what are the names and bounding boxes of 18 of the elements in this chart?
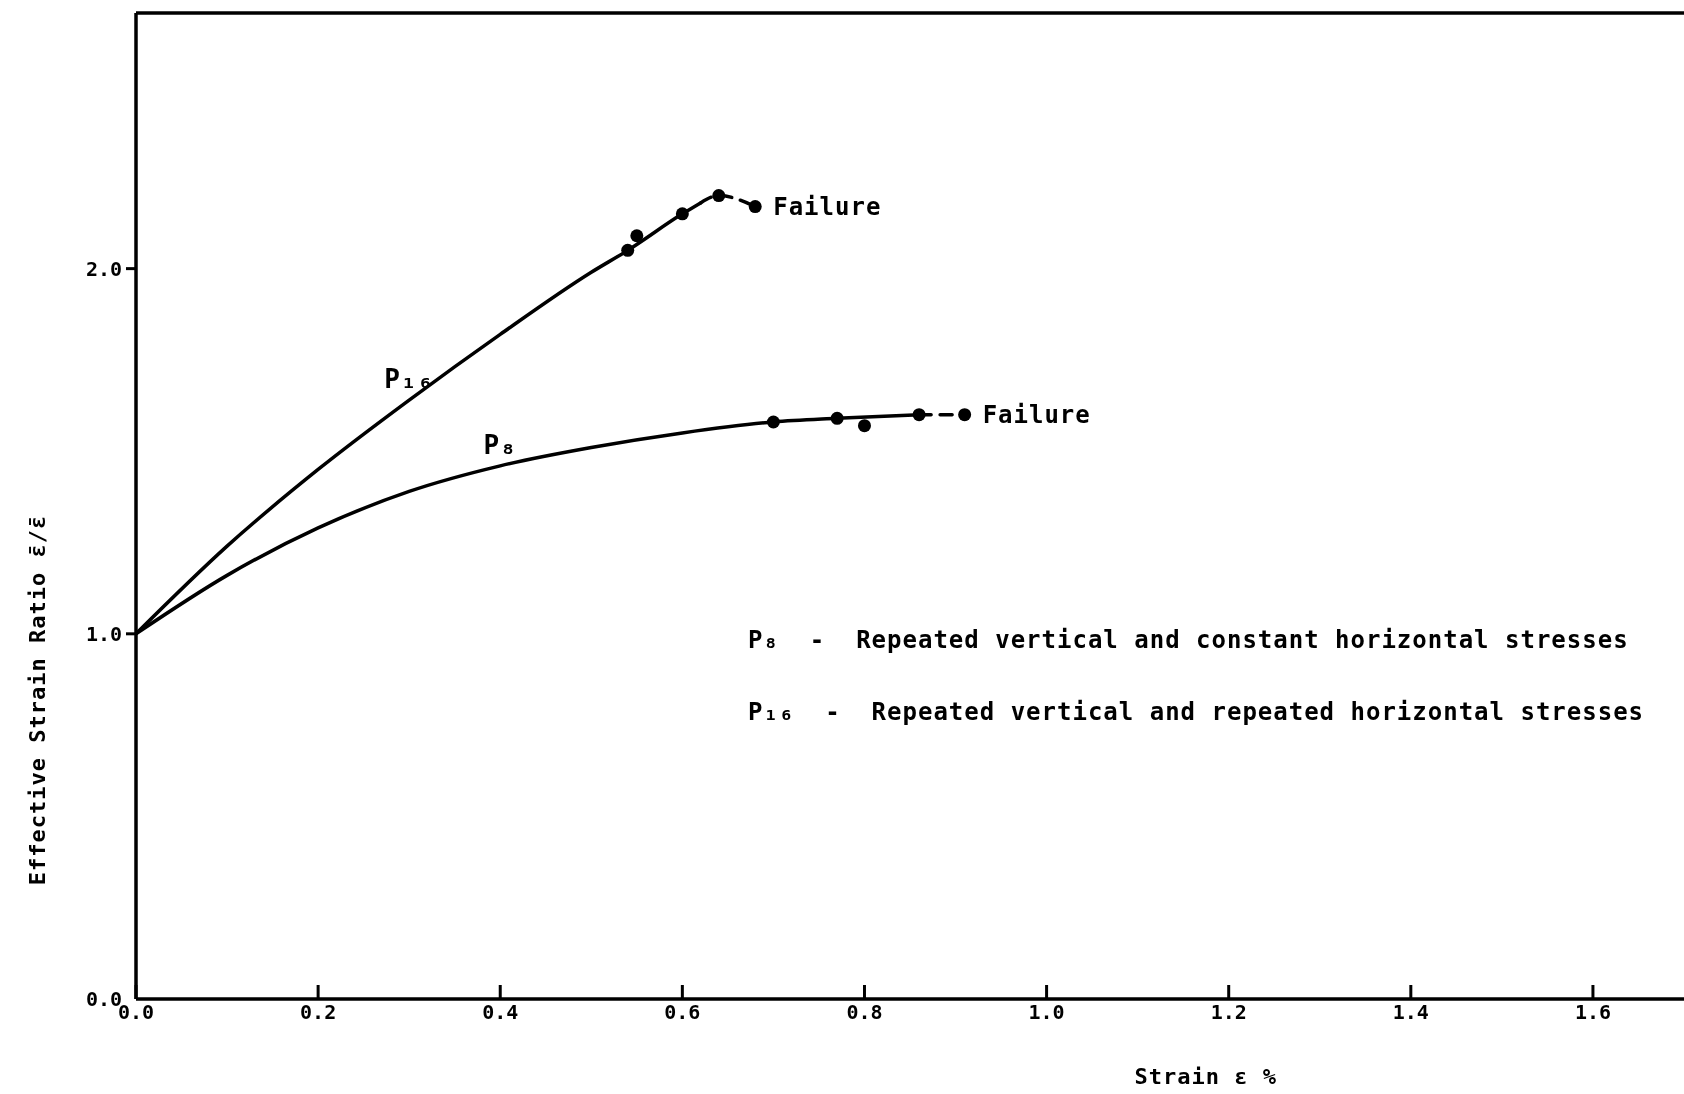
annotation: P₈ - Repeated vertical and constant horizontal stresses: [748, 626, 1629, 654]
x-tick-label: 0.8: [846, 1000, 883, 1025]
x-tick-label: 0.4: [482, 1000, 519, 1025]
annotation: P₁₆ - Repeated vertical and repeated horizontal stresses: [748, 698, 1645, 726]
annotation: Failure: [982, 400, 1091, 429]
series-label: P₁₆: [384, 364, 435, 395]
series-label: P₈: [483, 429, 517, 460]
y-tick-label: 2.0: [85, 256, 122, 281]
y-axis-title: Effective Strain Ratio ε̄/ε̄: [25, 514, 50, 886]
x-tick-label: 1.0: [1028, 1000, 1065, 1025]
x-tick-label: 1.4: [1392, 1000, 1429, 1025]
x-axis-title: Strain ε %: [1134, 1064, 1277, 1089]
x-tick-label: 0.6: [664, 1000, 701, 1025]
x-tick-label: 0.2: [300, 1000, 337, 1025]
x-tick-label: 1.2: [1210, 1000, 1247, 1025]
annotation: Failure: [773, 192, 882, 221]
x-tick-label: 1.6: [1574, 1000, 1611, 1025]
y-tick-label: 1.0: [85, 621, 122, 646]
